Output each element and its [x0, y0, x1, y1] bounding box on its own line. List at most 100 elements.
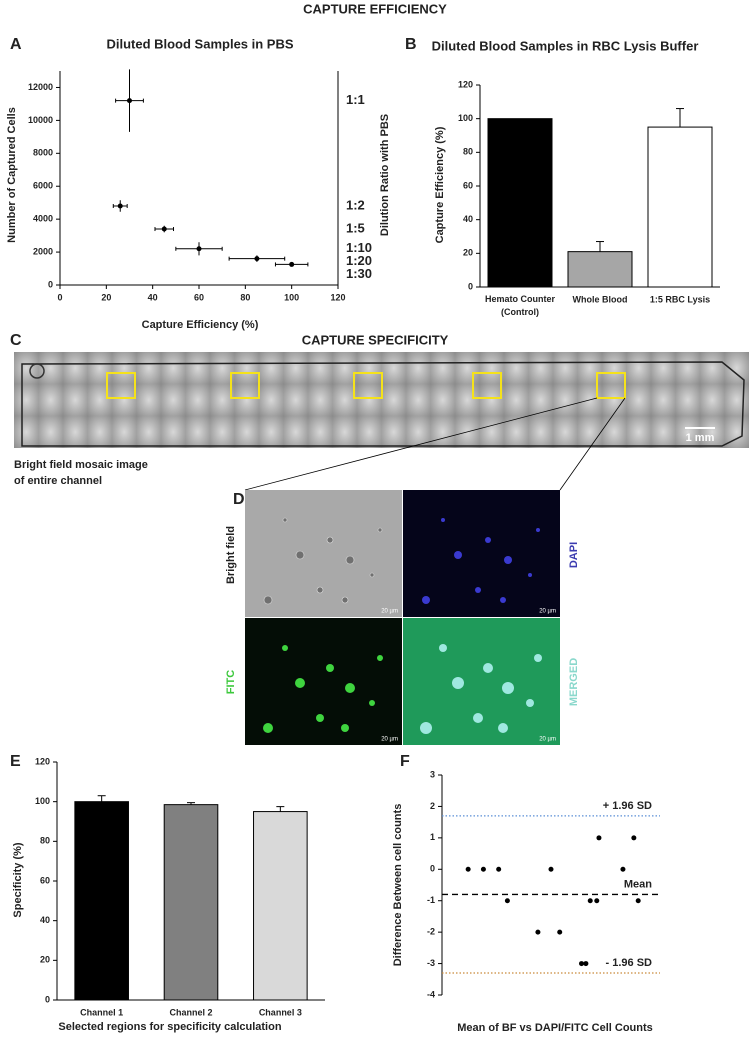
panel-letter: E — [10, 753, 21, 770]
panel-letter: C — [10, 332, 22, 349]
cell — [263, 595, 273, 605]
x-axis-title: Mean of BF vs DAPI/FITC Cell Counts — [457, 1022, 653, 1034]
y-tick-label: 0 — [468, 281, 473, 291]
chart-title: Diluted Blood Samples in PBS — [106, 36, 293, 51]
mosaic-caption: Bright field mosaic image — [14, 459, 148, 471]
x-tick-label: 40 — [148, 292, 158, 302]
y-tick-label: 120 — [458, 79, 473, 89]
x-tick-label: 120 — [330, 292, 345, 302]
point — [504, 898, 510, 904]
bar — [647, 126, 713, 288]
cell — [475, 587, 481, 593]
x-axis-title: Selected regions for specificity calcula… — [58, 1021, 281, 1033]
panel-letter: B — [405, 36, 417, 53]
y-axis-title: Number of Captured Cells — [6, 107, 18, 243]
cell — [341, 596, 349, 604]
y-tick-label: 60 — [463, 180, 473, 190]
y-tick-label: 60 — [40, 875, 50, 885]
point — [557, 929, 563, 935]
bar — [253, 811, 308, 1001]
reference-line-label: + 1.96 SD — [603, 800, 652, 812]
x-tick-label: Channel 2 — [169, 1007, 212, 1017]
y-tick-label: 0 — [430, 864, 435, 874]
x-tick-label: Hemato Counter (Control) — [485, 294, 556, 317]
mosaic-caption: of entire channel — [14, 475, 102, 487]
cell — [452, 677, 464, 689]
dapi-image — [403, 490, 560, 617]
y-axis-title: Specificity (%) — [12, 842, 24, 918]
micrograph-label: FITC — [225, 670, 237, 694]
y-tick-label: 120 — [35, 756, 50, 766]
point — [127, 98, 132, 104]
point — [289, 261, 295, 267]
y-tick-label: 12000 — [28, 82, 53, 92]
y-axis-title: Capture Efficiency (%) — [434, 126, 446, 243]
y-tick-label: 2000 — [33, 246, 53, 256]
region-box — [353, 372, 383, 399]
bar — [487, 118, 553, 288]
point-label: 1:30 — [346, 266, 372, 281]
point — [587, 898, 593, 904]
cell — [341, 724, 349, 732]
micrograph-scale: 20 µm — [381, 609, 398, 615]
cell — [502, 682, 514, 694]
y-tick-label: -1 — [427, 895, 435, 905]
cell — [377, 655, 383, 661]
y-tick-label: 80 — [463, 147, 473, 157]
y-tick-label: 8000 — [33, 148, 53, 158]
cell — [420, 722, 432, 734]
x-tick-label: 1:5 RBC Lysis — [650, 294, 710, 304]
cell — [369, 572, 375, 578]
y-tick-label: 40 — [40, 915, 50, 925]
point — [117, 203, 123, 209]
cell — [439, 644, 447, 652]
y2-axis-title: Dilution Ratio with PBS — [379, 114, 391, 236]
x-tick-label: Whole Blood — [573, 294, 628, 304]
y-axis-title: Difference Between cell counts — [392, 804, 404, 967]
point-label: 1:1 — [346, 92, 365, 107]
cell — [536, 528, 540, 532]
y-tick-label: -3 — [427, 958, 435, 968]
x-tick-label: 0 — [57, 292, 62, 302]
micrograph-scale: 20 µm — [539, 737, 556, 743]
reference-line-label: - 1.96 SD — [606, 957, 653, 969]
mosaic-image: 1 mm — [14, 352, 749, 448]
point — [594, 898, 600, 904]
point — [596, 835, 602, 841]
point — [496, 866, 502, 872]
cell — [526, 699, 534, 707]
point — [480, 866, 486, 872]
x-tick-label: 100 — [284, 292, 299, 302]
y-tick-label: 4000 — [33, 214, 53, 224]
point — [583, 961, 589, 967]
x-tick-label: 20 — [101, 292, 111, 302]
cell — [369, 700, 375, 706]
point — [196, 246, 202, 252]
point — [635, 898, 641, 904]
point — [548, 866, 554, 872]
cell — [534, 654, 542, 662]
y-tick-label: 20 — [40, 955, 50, 965]
panel-letter: F — [400, 753, 410, 770]
cell — [473, 713, 483, 723]
y-tick-label: 0 — [48, 279, 53, 289]
cell — [295, 678, 305, 688]
y-tick-label: 1 — [430, 832, 435, 842]
mosaic-background — [14, 352, 749, 448]
zoom-line — [559, 397, 626, 491]
cell — [326, 536, 334, 544]
cell — [282, 517, 288, 523]
cell — [316, 586, 324, 594]
panel-letter: A — [10, 36, 22, 53]
micrograph-label: MERGED — [568, 658, 580, 706]
point — [254, 256, 260, 262]
y-tick-label: 3 — [430, 769, 435, 779]
point — [465, 866, 471, 872]
y-tick-label: 100 — [35, 796, 50, 806]
point — [579, 961, 585, 967]
cell — [483, 663, 493, 673]
point — [631, 835, 637, 841]
heading: CAPTURE SPECIFICITY — [302, 332, 449, 347]
bright-field-image — [245, 490, 402, 617]
